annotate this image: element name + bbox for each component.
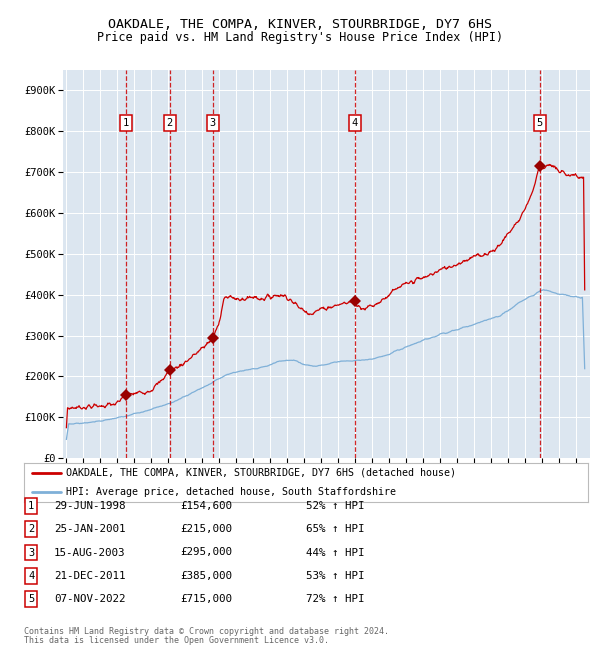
Text: 1: 1 [28,500,34,511]
Text: 2: 2 [166,118,173,128]
Text: £715,000: £715,000 [180,594,232,604]
Text: 4: 4 [352,118,358,128]
Text: 53% ↑ HPI: 53% ↑ HPI [306,571,365,581]
Text: 07-NOV-2022: 07-NOV-2022 [54,594,125,604]
Text: 3: 3 [28,547,34,558]
Text: 15-AUG-2003: 15-AUG-2003 [54,547,125,558]
Text: £295,000: £295,000 [180,547,232,558]
Text: 65% ↑ HPI: 65% ↑ HPI [306,524,365,534]
Text: £215,000: £215,000 [180,524,232,534]
Text: 5: 5 [536,118,543,128]
Text: Price paid vs. HM Land Registry's House Price Index (HPI): Price paid vs. HM Land Registry's House … [97,31,503,44]
Text: £385,000: £385,000 [180,571,232,581]
Text: OAKDALE, THE COMPA, KINVER, STOURBRIDGE, DY7 6HS: OAKDALE, THE COMPA, KINVER, STOURBRIDGE,… [108,18,492,31]
Text: 5: 5 [28,594,34,604]
Text: 2: 2 [28,524,34,534]
Text: OAKDALE, THE COMPA, KINVER, STOURBRIDGE, DY7 6HS (detached house): OAKDALE, THE COMPA, KINVER, STOURBRIDGE,… [66,467,457,478]
Text: 25-JAN-2001: 25-JAN-2001 [54,524,125,534]
Text: £154,600: £154,600 [180,500,232,511]
Text: 21-DEC-2011: 21-DEC-2011 [54,571,125,581]
Text: 44% ↑ HPI: 44% ↑ HPI [306,547,365,558]
Text: HPI: Average price, detached house, South Staffordshire: HPI: Average price, detached house, Sout… [66,487,397,497]
Text: 72% ↑ HPI: 72% ↑ HPI [306,594,365,604]
Text: This data is licensed under the Open Government Licence v3.0.: This data is licensed under the Open Gov… [24,636,329,645]
Text: 4: 4 [28,571,34,581]
Text: Contains HM Land Registry data © Crown copyright and database right 2024.: Contains HM Land Registry data © Crown c… [24,627,389,636]
Text: 1: 1 [122,118,129,128]
Text: 52% ↑ HPI: 52% ↑ HPI [306,500,365,511]
Text: 29-JUN-1998: 29-JUN-1998 [54,500,125,511]
Text: 3: 3 [210,118,216,128]
